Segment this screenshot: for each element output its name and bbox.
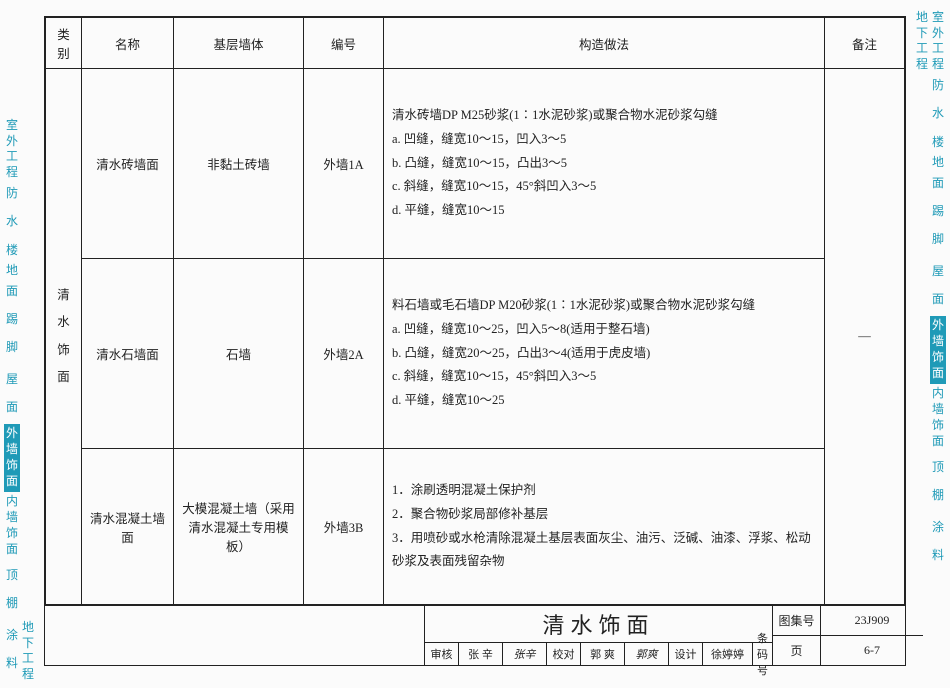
side-tab[interactable]: 室外工程 — [4, 116, 20, 178]
col-name: 名称 — [82, 18, 174, 69]
desc-line: b. 凸缝，缝宽20～25，凸出3～4(适用于虎皮墙) — [392, 342, 816, 366]
side-tab[interactable]: 外墙饰面 — [930, 316, 946, 384]
side-tab[interactable]: 屋面 — [930, 256, 946, 316]
side-tab[interactable]: 防水 — [4, 178, 20, 238]
side-tab[interactable]: 地下工程 — [914, 8, 930, 70]
page-label: 页 — [773, 636, 821, 665]
side-tab[interactable]: 屋面 — [4, 364, 20, 424]
desc-line: 3．用喷砂或水枪清除混凝土基层表面灰尘、油污、泛碱、油漆、浮浆、松动砂浆及表面残… — [392, 527, 816, 575]
side-tab[interactable]: 顶棚 — [930, 452, 946, 512]
code-cell: 外墙3B — [304, 449, 384, 605]
base-cell: 石墙 — [174, 259, 304, 449]
design-name: 徐婷婷 — [703, 643, 753, 665]
signature-row: 审核 张 辛 张辛 校对 郭 爽 郭爽 设计 徐婷婷 条码号 — [425, 643, 773, 665]
col-note: 备注 — [825, 18, 905, 69]
side-tabs-left: 室外工程防水楼地面踢脚屋面外墙饰面内墙饰面顶棚涂料地下工程 — [4, 8, 36, 680]
check-sign: 郭爽 — [625, 643, 669, 665]
base-cell: 非黏土砖墙 — [174, 69, 304, 259]
desc-line: 清水砖墙DP M25砂浆(1∶1水泥砂浆)或聚合物水泥砂浆勾缝 — [392, 104, 816, 128]
side-tab[interactable]: 内墙饰面 — [930, 384, 946, 452]
side-tab[interactable]: 楼地面 — [4, 238, 20, 304]
base-cell: 大模混凝土墙（采用清水混凝土专用模板） — [174, 449, 304, 605]
table-row: 清水饰面清水砖墙面非黏土砖墙外墙1A清水砖墙DP M25砂浆(1∶1水泥砂浆)或… — [46, 69, 905, 259]
side-tabs-right: 地下工程室外工程防水楼地面踢脚屋面外墙饰面内墙饰面顶棚涂料 — [914, 8, 946, 680]
set-label: 图集号 — [773, 606, 821, 635]
side-tab[interactable]: 室外工程 — [930, 8, 946, 70]
review-sign: 张辛 — [503, 643, 547, 665]
category-cell: 清水饰面 — [46, 69, 82, 605]
side-tab[interactable]: 踢脚 — [930, 196, 946, 256]
col-base: 基层墙体 — [174, 18, 304, 69]
desc-line: d. 平缝，缝宽10～25 — [392, 389, 816, 413]
desc-line: a. 凹缝，缝宽10～25，凹入5～8(适用于整石墙) — [392, 318, 816, 342]
title-block: 清水饰面 审核 张 辛 张辛 校对 郭 爽 郭爽 设计 徐婷婷 条码号 图集号 … — [45, 605, 905, 665]
name-cell: 清水混凝土墙面 — [82, 449, 174, 605]
code-cell: 外墙2A — [304, 259, 384, 449]
drawing-frame: 类别 名称 基层墙体 编号 构造做法 备注 清水饰面清水砖墙面非黏土砖墙外墙1A… — [44, 16, 906, 666]
desc-cell: 1．涂刷透明混凝土保护剂2．聚合物砂浆局部修补基层3．用喷砂或水枪清除混凝土基层… — [384, 449, 825, 605]
desc-line: c. 斜缝，缝宽10～15，45°斜凹入3～5 — [392, 365, 816, 389]
desc-line: 料石墙或毛石墙DP M20砂浆(1∶1水泥砂浆)或聚合物水泥砂浆勾缝 — [392, 294, 816, 318]
col-code: 编号 — [304, 18, 384, 69]
side-tab[interactable]: 外墙饰面 — [4, 424, 20, 492]
desc-line: d. 平缝，缝宽10～15 — [392, 199, 816, 223]
code-cell: 外墙1A — [304, 69, 384, 259]
name-cell: 清水石墙面 — [82, 259, 174, 449]
side-tab[interactable]: 涂料 — [930, 512, 946, 572]
col-desc: 构造做法 — [384, 18, 825, 69]
desc-cell: 料石墙或毛石墙DP M20砂浆(1∶1水泥砂浆)或聚合物水泥砂浆勾缝a. 凹缝，… — [384, 259, 825, 449]
desc-line: a. 凹缝，缝宽10～15，凹入3～5 — [392, 128, 816, 152]
design-label: 设计 — [669, 643, 703, 665]
desc-cell: 清水砖墙DP M25砂浆(1∶1水泥砂浆)或聚合物水泥砂浆勾缝a. 凹缝，缝宽1… — [384, 69, 825, 259]
side-tab[interactable]: 顶棚 — [4, 560, 20, 620]
desc-line: 2．聚合物砂浆局部修补基层 — [392, 503, 816, 527]
review-label: 审核 — [425, 643, 459, 665]
side-tab[interactable]: 涂料 — [4, 620, 20, 680]
desc-line: 1．涂刷透明混凝土保护剂 — [392, 479, 816, 503]
col-category: 类别 — [46, 18, 82, 69]
set-value: 23J909 — [821, 606, 923, 635]
barcode-label: 条码号 — [753, 643, 772, 665]
desc-line: c. 斜缝，缝宽10～15，45°斜凹入3～5 — [392, 175, 816, 199]
side-tab[interactable]: 踢脚 — [4, 304, 20, 364]
table-row: 清水石墙面石墙外墙2A料石墙或毛石墙DP M20砂浆(1∶1水泥砂浆)或聚合物水… — [46, 259, 905, 449]
side-tab[interactable]: 地下工程 — [20, 618, 36, 680]
check-name: 郭 爽 — [581, 643, 625, 665]
title-block-blank — [45, 606, 425, 665]
side-tab[interactable]: 楼地面 — [930, 130, 946, 196]
review-name: 张 辛 — [459, 643, 503, 665]
side-tab[interactable]: 内墙饰面 — [4, 492, 20, 560]
note-cell: — — [825, 69, 905, 605]
check-label: 校对 — [547, 643, 581, 665]
page-value: 6-7 — [821, 636, 923, 665]
construction-table: 类别 名称 基层墙体 编号 构造做法 备注 清水饰面清水砖墙面非黏土砖墙外墙1A… — [45, 17, 905, 605]
table-row: 清水混凝土墙面大模混凝土墙（采用清水混凝土专用模板）外墙3B1．涂刷透明混凝土保… — [46, 449, 905, 605]
side-tab[interactable]: 防水 — [930, 70, 946, 130]
sheet-title: 清水饰面 — [425, 606, 773, 643]
name-cell: 清水砖墙面 — [82, 69, 174, 259]
desc-line: b. 凸缝，缝宽10～15，凸出3～5 — [392, 152, 816, 176]
